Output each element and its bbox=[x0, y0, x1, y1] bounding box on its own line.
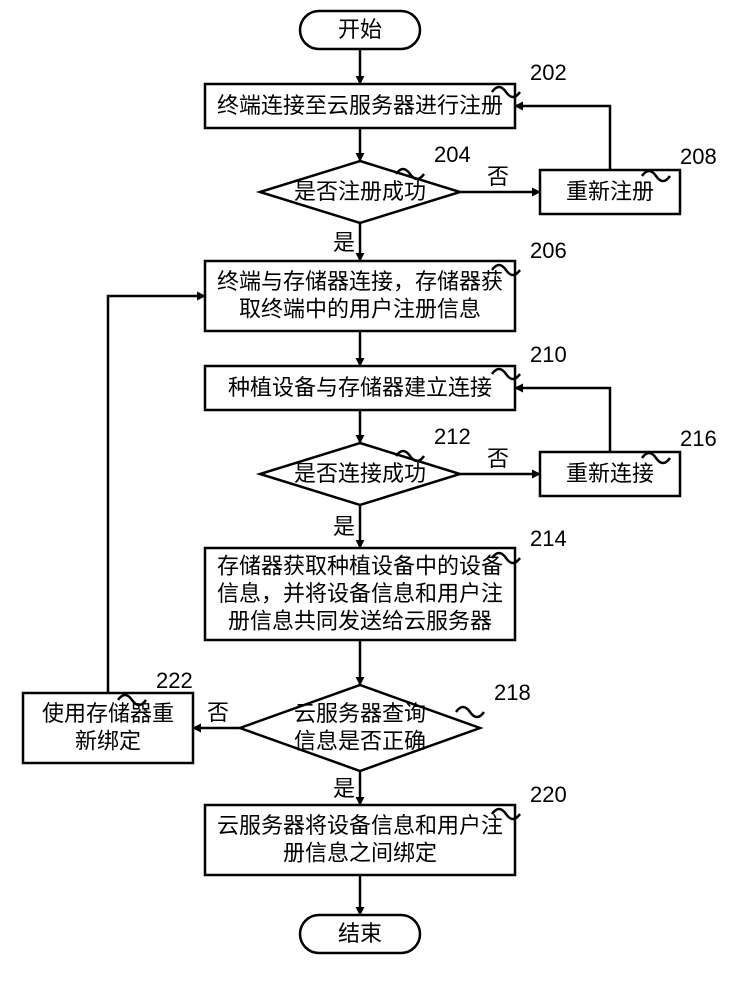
flow-edge bbox=[108, 296, 205, 693]
edge-label: 是 bbox=[333, 230, 355, 255]
node-label: 种植设备与存储器建立连接 bbox=[228, 375, 492, 400]
edge-label: 否 bbox=[487, 164, 509, 189]
step-number: 216 bbox=[680, 426, 717, 451]
step-number: 214 bbox=[530, 526, 567, 551]
edge-label: 否 bbox=[207, 700, 229, 725]
edge-label: 是 bbox=[333, 514, 355, 539]
node-label: 终端连接至云服务器进行注册 bbox=[217, 93, 503, 118]
node-label: 是否连接成功 bbox=[294, 461, 426, 486]
edge-label: 是 bbox=[333, 776, 355, 801]
flow-edge bbox=[515, 106, 610, 170]
node-label: 云服务器将设备信息和用户注 bbox=[217, 813, 503, 838]
step-number: 212 bbox=[434, 424, 471, 449]
node-label: 是否注册成功 bbox=[294, 179, 426, 204]
node-label: 开始 bbox=[338, 17, 382, 42]
step-number: 210 bbox=[530, 342, 567, 367]
node-label: 结束 bbox=[338, 921, 382, 946]
step-number: 220 bbox=[530, 782, 567, 807]
step-number: 208 bbox=[680, 144, 717, 169]
node-label: 云服务器查询 bbox=[294, 701, 426, 726]
node-label: 存储器获取种植设备中的设备 bbox=[217, 553, 503, 578]
step-number: 206 bbox=[530, 238, 567, 263]
edge-label: 否 bbox=[487, 446, 509, 471]
step-number: 204 bbox=[434, 142, 471, 167]
node-label: 册信息之间绑定 bbox=[283, 841, 437, 866]
flow-edge bbox=[515, 388, 610, 452]
node-label: 重新注册 bbox=[566, 179, 654, 204]
node-label: 册信息共同发送给云服务器 bbox=[228, 608, 492, 633]
node-label: 取终端中的用户注册信息 bbox=[239, 297, 481, 322]
node-label: 信息是否正确 bbox=[294, 729, 426, 754]
node-label: 信息，并将设备信息和用户注 bbox=[217, 581, 503, 606]
step-number: 218 bbox=[494, 680, 531, 705]
node-label: 终端与存储器连接，存储器获 bbox=[217, 269, 503, 294]
flowchart-diagram: 是否是否是否开始终端连接至云服务器进行注册202是否注册成功204重新注册208… bbox=[0, 0, 742, 1000]
node-label: 使用存储器重 bbox=[42, 701, 174, 726]
step-leader bbox=[456, 707, 484, 717]
step-number: 202 bbox=[530, 60, 567, 85]
step-number: 222 bbox=[156, 668, 193, 693]
node-label: 重新连接 bbox=[566, 461, 654, 486]
node-label: 新绑定 bbox=[75, 729, 141, 754]
